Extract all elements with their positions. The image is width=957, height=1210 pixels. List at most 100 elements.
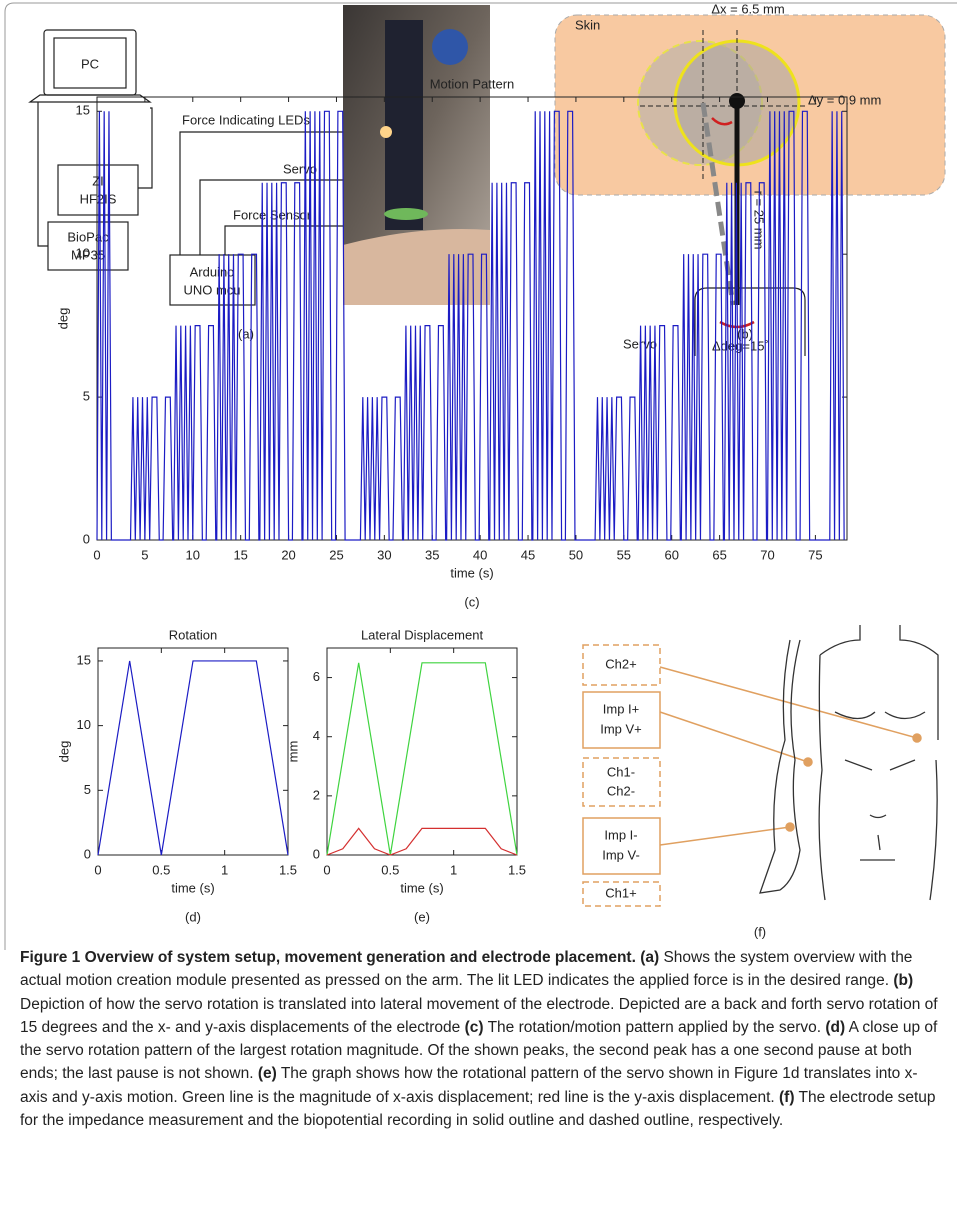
panel-label: (a) bbox=[238, 326, 254, 341]
electrode-box bbox=[582, 881, 661, 907]
electrode-box bbox=[582, 817, 661, 875]
biopac-label: MP35 bbox=[71, 247, 105, 262]
x-tick-label: 5 bbox=[141, 547, 148, 562]
y-tick-label: 15 bbox=[76, 103, 90, 118]
x-tick-label: 20 bbox=[281, 547, 295, 562]
figure: PC ZI HF2IS BioPac MP35 Arduino UNO mcu … bbox=[4, 1, 957, 950]
y-tick-label: 10 bbox=[77, 717, 91, 732]
biopac-label: BioPac bbox=[67, 229, 109, 244]
data-line bbox=[326, 827, 518, 856]
electrode-box bbox=[582, 644, 661, 686]
figure-frame bbox=[4, 2, 957, 950]
electrode-label: Imp I- bbox=[604, 827, 637, 842]
y-axis-label: mm bbox=[285, 741, 300, 763]
x-tick-label: 1 bbox=[450, 862, 457, 877]
photo-knob bbox=[432, 29, 468, 65]
panel-label: (c) bbox=[464, 594, 479, 609]
connector bbox=[37, 102, 48, 247]
lead-line bbox=[659, 711, 809, 763]
electrode-label: Ch2- bbox=[607, 783, 635, 798]
connector bbox=[179, 131, 384, 255]
panel-label: (d) bbox=[185, 909, 201, 924]
x-tick-label: 0 bbox=[94, 862, 101, 877]
shoulders bbox=[819, 625, 939, 740]
y-tick-label: 0 bbox=[83, 531, 90, 546]
delta-x-label: Δx = 6.5 mm bbox=[711, 1, 784, 16]
data-line bbox=[97, 660, 289, 856]
left-arm bbox=[759, 639, 801, 894]
servo-label: Servo bbox=[283, 161, 317, 176]
data-line bbox=[326, 662, 518, 856]
data-line bbox=[96, 110, 845, 541]
x-tick-label: 1.5 bbox=[508, 862, 526, 877]
electrode-label: Imp V+ bbox=[600, 721, 642, 736]
electrode bbox=[729, 93, 745, 109]
electrode-label: Ch1+ bbox=[605, 885, 636, 900]
x-tick-label: 1 bbox=[221, 862, 228, 877]
y-axis-label: deg bbox=[56, 741, 71, 763]
zi-box bbox=[57, 164, 139, 216]
photo-device bbox=[385, 20, 423, 230]
y-tick-label: 15 bbox=[77, 652, 91, 667]
electrode-dot bbox=[912, 733, 922, 743]
x-tick-label: 70 bbox=[760, 547, 774, 562]
photo-led bbox=[380, 126, 392, 138]
x-tick-label: 30 bbox=[377, 547, 391, 562]
x-tick-label: 25 bbox=[329, 547, 343, 562]
x-tick-label: 40 bbox=[473, 547, 487, 562]
x-tick-label: 0 bbox=[323, 862, 330, 877]
caption-text: The rotation/motion pattern applied by t… bbox=[487, 1018, 822, 1036]
lead-line bbox=[659, 666, 918, 739]
caption-label: (e) bbox=[257, 1065, 277, 1083]
leds-label: Force Indicating LEDs bbox=[182, 112, 310, 127]
lead-line bbox=[659, 826, 791, 846]
servo-housing bbox=[694, 287, 806, 356]
body-detail bbox=[834, 711, 926, 861]
x-axis-label: time (s) bbox=[171, 880, 214, 895]
caption-label: (d) bbox=[825, 1018, 846, 1036]
x-tick-label: 15 bbox=[233, 547, 247, 562]
x-tick-label: 35 bbox=[425, 547, 439, 562]
y-tick-label: 10 bbox=[76, 246, 90, 261]
x-tick-label: 75 bbox=[808, 547, 822, 562]
torso bbox=[759, 625, 939, 901]
x-tick-label: 0.5 bbox=[152, 862, 170, 877]
caption-title: Figure 1 Overview of system setup, movem… bbox=[20, 949, 636, 966]
y-tick-label: 6 bbox=[313, 669, 320, 684]
body-outline bbox=[818, 654, 938, 901]
caption-text: The electrode setup for the impedance me… bbox=[20, 1088, 936, 1130]
zi-label: HF2IS bbox=[80, 191, 117, 206]
screen bbox=[53, 37, 127, 89]
x-tick-label: 0.5 bbox=[381, 862, 399, 877]
x-tick-label: 45 bbox=[521, 547, 535, 562]
arduino-box bbox=[169, 254, 256, 306]
x-tick-label: 55 bbox=[617, 547, 631, 562]
zi-label: ZI bbox=[92, 173, 104, 188]
plot-frame bbox=[326, 647, 518, 856]
keyboard bbox=[28, 94, 152, 103]
electrode-label: Imp I+ bbox=[603, 701, 640, 716]
panel-label: (e) bbox=[414, 909, 430, 924]
caption-label: (a) bbox=[640, 949, 660, 966]
panel-f bbox=[582, 644, 922, 907]
skin-label: Skin bbox=[575, 17, 600, 32]
motion-arrow bbox=[711, 117, 733, 126]
x-tick-label: 1.5 bbox=[279, 862, 297, 877]
y-tick-label: 4 bbox=[313, 728, 320, 743]
caption-text: Depiction of how the servo rotation is t… bbox=[20, 995, 938, 1036]
x-tick-label: 50 bbox=[569, 547, 583, 562]
panel-label: (f) bbox=[754, 924, 766, 939]
chart-title: Motion Pattern bbox=[430, 76, 515, 91]
chart-title: Rotation bbox=[169, 627, 217, 642]
y-tick-label: 5 bbox=[84, 782, 91, 797]
x-tick-label: 0 bbox=[93, 547, 100, 562]
y-tick-label: 0 bbox=[313, 846, 320, 861]
chart-title: Lateral Displacement bbox=[361, 627, 484, 642]
pc-label: PC bbox=[81, 56, 99, 71]
electrode-box bbox=[582, 691, 661, 749]
electrode-label: Imp V- bbox=[602, 847, 640, 862]
x-tick-label: 65 bbox=[712, 547, 726, 562]
x-tick-label: 10 bbox=[186, 547, 200, 562]
y-tick-label: 5 bbox=[83, 389, 90, 404]
